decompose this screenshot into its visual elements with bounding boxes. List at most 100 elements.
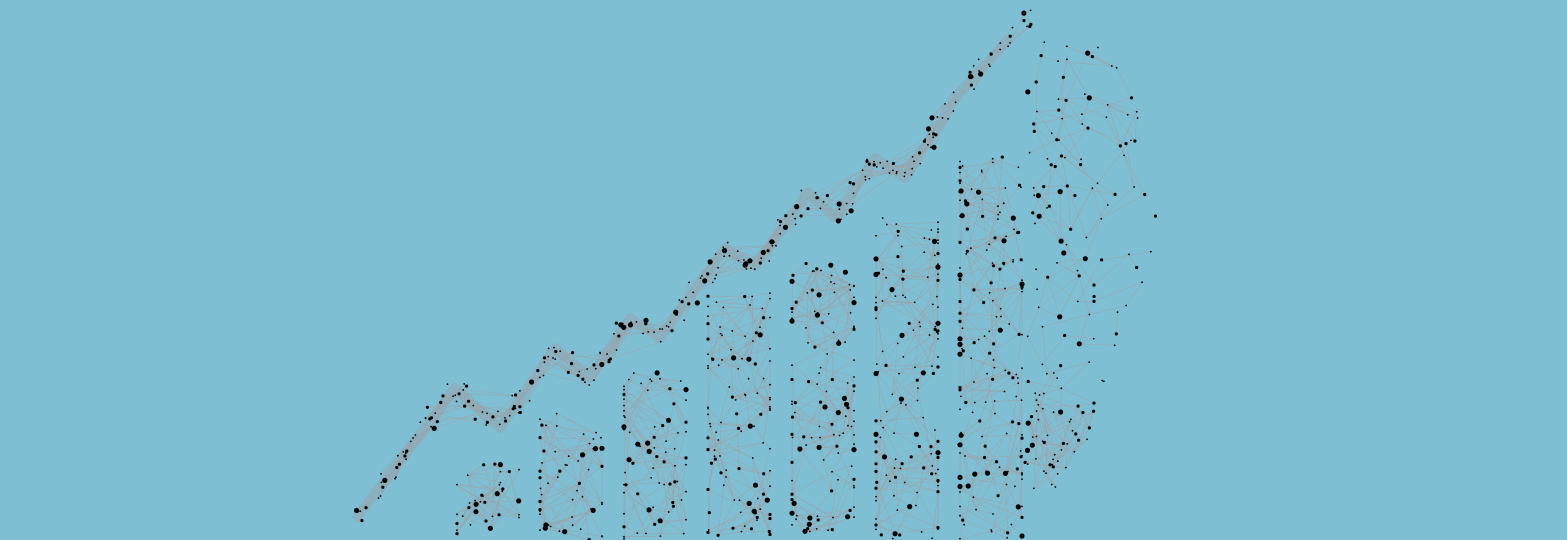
node bbox=[959, 213, 965, 219]
node bbox=[554, 358, 557, 360]
node bbox=[1020, 186, 1022, 189]
link bbox=[707, 367, 746, 395]
node bbox=[624, 416, 626, 419]
link bbox=[816, 170, 863, 198]
link bbox=[1079, 343, 1115, 346]
node bbox=[790, 377, 794, 382]
node bbox=[581, 377, 585, 381]
link bbox=[610, 341, 661, 360]
link bbox=[973, 262, 993, 291]
link bbox=[882, 217, 902, 247]
node bbox=[789, 278, 795, 284]
link bbox=[838, 203, 853, 222]
node bbox=[752, 482, 759, 488]
node bbox=[761, 307, 764, 310]
node bbox=[663, 483, 666, 486]
link bbox=[1064, 127, 1089, 158]
link bbox=[707, 323, 714, 360]
node bbox=[542, 374, 545, 377]
node bbox=[992, 161, 994, 164]
link bbox=[1028, 381, 1062, 389]
link bbox=[707, 326, 721, 369]
node bbox=[931, 537, 934, 540]
node bbox=[896, 509, 899, 511]
node bbox=[504, 417, 506, 419]
link bbox=[959, 172, 967, 204]
node bbox=[1042, 185, 1046, 189]
link bbox=[1027, 307, 1039, 337]
link bbox=[1086, 204, 1109, 238]
node bbox=[1022, 19, 1026, 23]
link bbox=[557, 465, 568, 478]
node bbox=[607, 360, 611, 364]
node bbox=[789, 510, 795, 516]
link bbox=[483, 464, 500, 515]
node bbox=[577, 460, 579, 462]
link bbox=[791, 271, 813, 313]
node bbox=[895, 170, 898, 173]
link bbox=[1036, 109, 1059, 112]
node bbox=[481, 411, 484, 413]
link bbox=[732, 395, 746, 398]
link bbox=[1072, 411, 1094, 431]
link bbox=[732, 317, 764, 332]
node bbox=[578, 370, 581, 373]
link bbox=[431, 405, 465, 419]
node bbox=[752, 340, 754, 342]
node bbox=[529, 379, 535, 385]
link bbox=[623, 379, 630, 429]
node bbox=[845, 213, 848, 216]
link bbox=[707, 425, 755, 450]
node bbox=[558, 530, 561, 533]
node bbox=[599, 352, 602, 355]
link bbox=[793, 503, 819, 521]
node bbox=[1043, 41, 1046, 44]
node bbox=[1096, 182, 1099, 185]
link bbox=[979, 379, 993, 422]
link bbox=[819, 447, 855, 450]
link bbox=[394, 455, 406, 479]
node bbox=[1024, 447, 1031, 453]
node bbox=[776, 218, 779, 221]
link bbox=[990, 236, 1007, 283]
node bbox=[793, 411, 796, 414]
node bbox=[799, 214, 803, 218]
link bbox=[875, 467, 895, 497]
link bbox=[654, 431, 687, 449]
node bbox=[741, 357, 743, 360]
link bbox=[959, 312, 1010, 325]
link bbox=[628, 459, 654, 469]
node bbox=[847, 424, 849, 427]
node bbox=[592, 438, 595, 440]
node bbox=[900, 245, 903, 248]
node bbox=[1021, 478, 1023, 481]
link bbox=[752, 457, 756, 486]
node bbox=[868, 177, 871, 180]
link bbox=[707, 306, 763, 309]
node bbox=[898, 533, 902, 537]
node bbox=[791, 524, 793, 526]
node bbox=[852, 327, 856, 331]
node bbox=[1149, 250, 1152, 253]
node bbox=[915, 504, 917, 507]
link bbox=[878, 365, 932, 373]
link bbox=[959, 321, 964, 351]
link bbox=[1040, 42, 1045, 56]
node bbox=[653, 331, 655, 333]
node bbox=[405, 458, 407, 461]
link bbox=[882, 427, 887, 476]
node bbox=[1063, 333, 1067, 338]
node bbox=[961, 165, 964, 167]
link bbox=[978, 339, 995, 368]
link bbox=[978, 158, 993, 193]
node bbox=[791, 311, 793, 313]
node bbox=[1020, 436, 1024, 440]
node bbox=[937, 231, 939, 234]
node bbox=[678, 299, 681, 301]
node bbox=[790, 492, 794, 496]
node bbox=[937, 338, 939, 340]
node bbox=[1020, 515, 1024, 520]
node bbox=[380, 481, 383, 484]
link bbox=[552, 352, 573, 359]
link bbox=[904, 156, 913, 177]
